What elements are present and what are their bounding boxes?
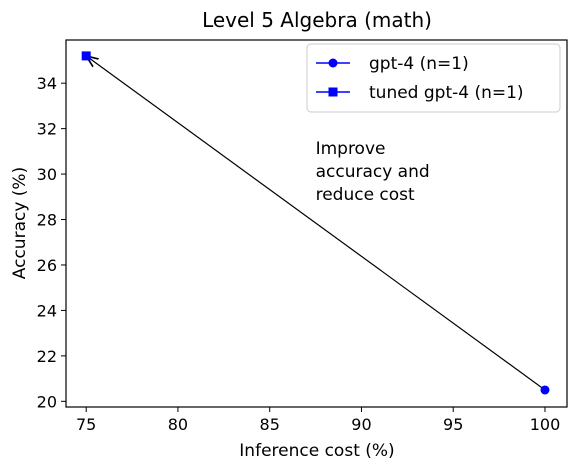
legend-marker-circle [328,58,338,68]
legend-marker-square [328,87,338,97]
legend-label: gpt-4 (n=1) [369,54,469,74]
axes-frame [65,39,568,408]
x-tick-label: 90 [351,415,371,434]
y-tick-label: 26 [37,256,57,275]
x-tick-label: 75 [76,415,96,434]
legend-label: tuned gpt-4 (n=1) [369,83,524,103]
data-point-circle [540,385,550,395]
x-axis-label: Inference cost (%) [239,441,394,461]
data-point-square [81,51,91,61]
x-tick-label: 100 [530,415,561,434]
y-tick-label: 30 [37,165,57,184]
y-tick-label: 22 [37,347,57,366]
annotation-text-line: reduce cost [316,185,415,205]
chart-title: Level 5 Algebra (math) [202,8,432,32]
legend-box [306,43,561,113]
x-tick-label: 85 [260,415,280,434]
annotation-text-line: Improve [316,139,386,159]
plot-area: 75 80 85 90 95 100 20 22 24 26 28 30 32 34 Improve accu… [37,39,568,434]
x-tick-label: 80 [168,415,188,434]
y-tick-label: 34 [37,74,57,93]
annotation-text-line: accuracy and [316,162,430,182]
y-tick-label: 20 [37,392,57,411]
y-tick-label: 24 [37,301,57,320]
y-tick-label: 28 [37,211,57,230]
annotation-arrow [86,56,546,391]
y-tick-label: 32 [37,120,57,139]
y-axis-label: Accuracy (%) [10,167,30,279]
x-tick-label: 95 [443,415,463,434]
